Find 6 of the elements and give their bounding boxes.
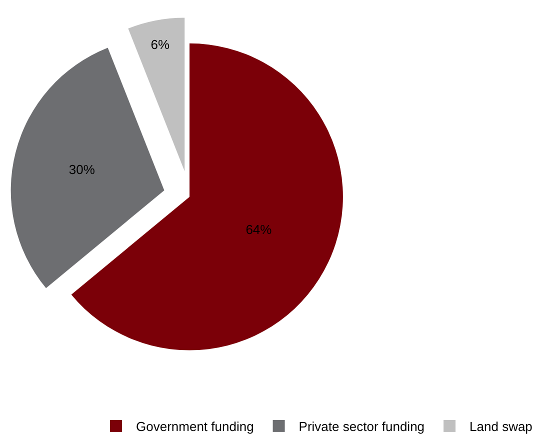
data-label: 30% [68,162,96,177]
data-label: 6% [150,36,170,52]
legend-label: Land swap [470,419,532,434]
legend-label: Private sector funding [298,419,425,434]
data-label: 64% [246,222,272,238]
legend-label: Government funding [136,419,254,434]
